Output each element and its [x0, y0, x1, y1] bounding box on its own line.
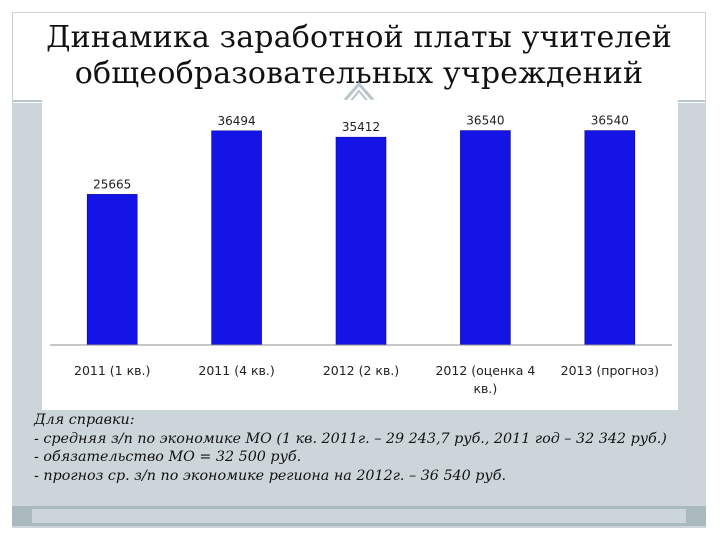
bar-4 — [460, 130, 511, 346]
notes-line-2: - обязательство МО = 32 500 руб. — [34, 449, 302, 465]
notes-block: Для справки: - средняя з/п по экономике … — [34, 411, 704, 485]
data-label-1: 25665 — [93, 177, 131, 191]
x-tick-label-4: 2012 (оценка 4 кв.) — [435, 363, 535, 396]
x-tick-label-5: 2013 (прогноз) — [561, 363, 659, 378]
bar-chart: 25665 36494 35412 36540 36540 2011 (1 кв.) 20… — [50, 114, 672, 396]
bar-5 — [584, 130, 636, 346]
bar-2 — [211, 130, 262, 346]
notes-heading: Для справки: — [34, 412, 135, 428]
x-tick-label-2: 2011 (4 кв.) — [198, 363, 274, 378]
x-tick-label-1: 2011 (1 кв.) — [74, 363, 150, 378]
notes-line-1: - средняя з/п по экономике МО (1 кв. 201… — [34, 430, 667, 447]
data-label-2: 36494 — [218, 114, 256, 128]
chart-area: 25665 36494 35412 36540 36540 2011 (1 кв.) 20… — [42, 100, 678, 410]
slide-footer-bar — [12, 506, 706, 526]
x-tick-label-3: 2012 (2 кв.) — [323, 363, 399, 378]
title-line-1: Динамика заработной платы учителей — [46, 20, 672, 55]
slide-footer-bar-inner — [32, 509, 686, 523]
bar-3 — [335, 136, 387, 346]
data-label-4: 36540 — [466, 114, 504, 128]
bar-1 — [86, 194, 138, 346]
notes-line-3: - прогноз ср. з/п по экономике региона н… — [34, 467, 506, 484]
data-label-3: 35412 — [342, 120, 380, 134]
data-label-5: 36540 — [591, 114, 629, 128]
chevron-decoration-icon — [343, 81, 375, 103]
